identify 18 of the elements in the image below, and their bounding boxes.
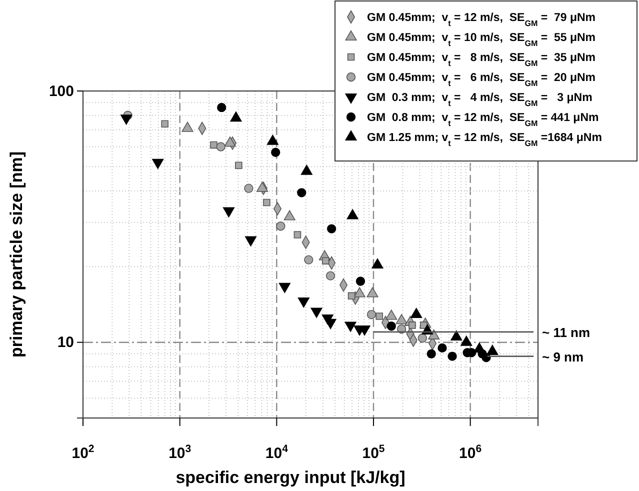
legend-label: GM 0.45mm; v$_{t}$ = 6 m/s, SE$_{GM}$ = 20 μNm	[367, 72, 596, 88]
x-tick-label: 10$^{4}$	[265, 443, 288, 462]
text: ~ 11 nm	[542, 324, 590, 340]
y-tick-label: 10	[57, 334, 74, 352]
legend-label: GM 0.45mm; v$_{t}$ = 10 m/s, SE$_{GM}$ = 55 μNm	[367, 32, 596, 48]
x-tick-label: 10$^{3}$	[168, 443, 192, 462]
y-axis-title: primary particle size [nm]	[7, 152, 26, 358]
text: ~ 9 nm	[542, 349, 584, 364]
y-tick-label: 100	[48, 82, 74, 100]
x-tick-label: 10$^{6}$	[459, 443, 482, 462]
x-tick-label: 10$^{5}$	[362, 443, 385, 462]
x-axis-title: specific energy input [kJ/kg]	[176, 468, 406, 487]
legend-label: GM 0.3 mm; v$_{t}$ = 4 m/s, SE$_{GM}$ = 3 μNm	[367, 92, 592, 108]
legend-label: GM 0.8 mm; v$_{t}$ = 12 m/s, SE$_{GM}$ = 441 μNm	[367, 112, 599, 128]
legend-label: GM 1.25 mm; v$_{t}$ = 12 m/s, SE$_{GM}$ =1684 μNm	[367, 132, 602, 148]
legend-label: GM 0.45mm; v$_{t}$ = 8 m/s, SE$_{GM}$ = 35 μNm	[367, 52, 596, 68]
legend-label: GM 0.45mm; v$_{t}$ = 12 m/s, SE$_{GM}$ = 79 μNm	[367, 12, 596, 28]
x-tick-label: 10$^{2}$	[72, 443, 94, 462]
